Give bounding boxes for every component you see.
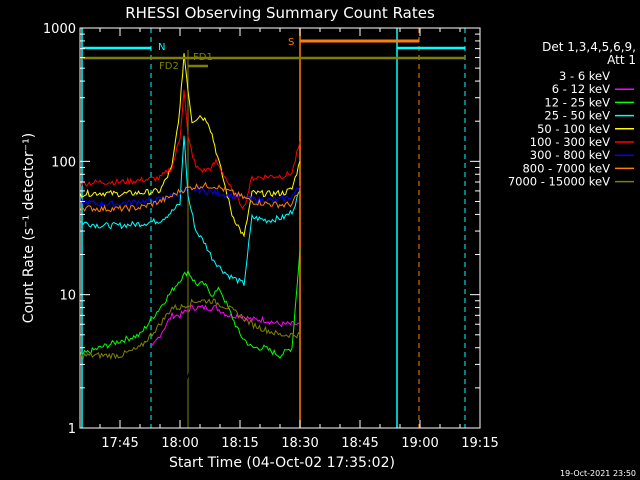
series-line [79,53,301,238]
legend-entry-label: 25 - 50 keV [544,109,610,123]
x-tick-label: 18:00 [161,436,198,451]
series-line [80,135,301,286]
x-axis-label: Start Time (04-Oct-02 17:35:02) [169,455,395,471]
legend-entry-label: 800 - 7000 keV [522,161,610,175]
night-label: N [158,42,165,53]
chart-title: RHESSI Observing Summary Count Rates [125,4,435,22]
x-tick-label: 17:45 [101,436,138,451]
series-lines [79,53,301,429]
saa-label: S [288,37,294,48]
y-tick-label: 10 [59,289,76,304]
legend-entry-label: 7000 - 15000 keV [508,175,610,189]
series-line [79,248,301,360]
series-line [79,298,301,360]
legend-title-line1: Det 1,3,4,5,6,9, [542,40,636,54]
legend-entry-label: 300 - 800 keV [530,148,610,162]
x-tick-label: 18:15 [221,436,258,451]
legend-entry-label: 3 - 6 keV [559,69,610,83]
legend-entry-label: 100 - 300 keV [530,135,610,149]
x-axis-ticks: 17:45 18:00 18:15 18:30 18:45 19:00 19:15 [79,28,499,451]
fd1-label: FD1 [193,52,213,63]
series-line [80,89,301,210]
x-tick-label: 18:30 [281,436,318,451]
legend-entry-label: 12 - 25 keV [544,95,610,109]
y-tick-label: 1 [68,422,76,437]
legend-entry-label: 50 - 100 keV [537,122,610,136]
guide-lines [81,28,466,428]
y-tick-label: 1000 [43,22,76,37]
y-axis-label: Count Rate (s⁻¹ detector⁻¹) [21,133,37,323]
x-tick-label: 19:00 [401,436,438,451]
annotations: N S FD2 FD1 [82,37,465,72]
x-tick-label: 18:45 [341,436,378,451]
x-tick-label: 19:15 [461,436,498,451]
series-line [171,335,293,429]
y-tick-label: 100 [51,155,76,170]
y-axis-ticks: 1 10 100 1000 [43,22,480,437]
fd2-label: FD2 [159,61,179,72]
legend-title-line2: Att 1 [607,53,636,67]
series-line [79,185,301,209]
legend-entry-label: 6 - 12 keV [552,82,610,96]
series-line [151,304,301,346]
footer-timestamp: 19-Oct-2021 23:50 [560,469,636,478]
series-line [79,181,301,213]
